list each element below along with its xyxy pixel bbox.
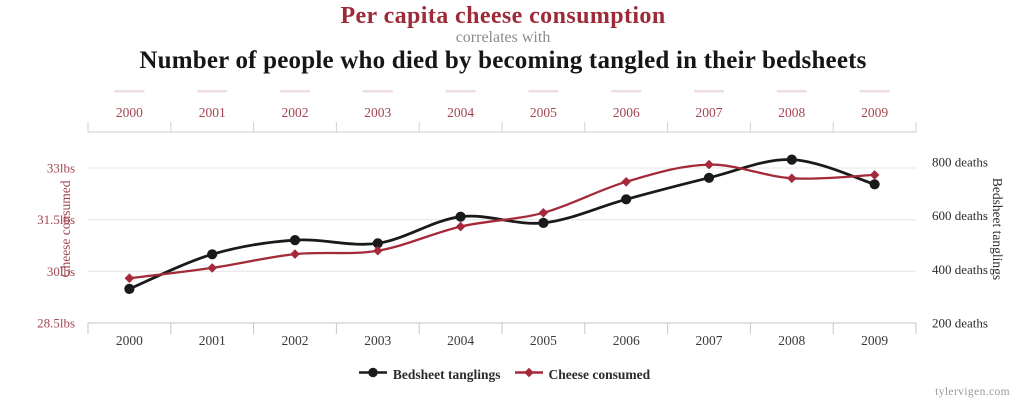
data-point-bedsheet-tanglings xyxy=(869,179,880,190)
top-axis-accent-dash xyxy=(362,90,393,93)
top-axis-accent-dash xyxy=(197,90,228,93)
left-axis-tick-label: 30lbs xyxy=(47,264,75,279)
bottom-axis-year-label: 2005 xyxy=(530,333,557,348)
series-line-bedsheet-tanglings xyxy=(128,158,876,291)
top-axis-year-label: 2003 xyxy=(364,105,391,120)
data-point-bedsheet-tanglings xyxy=(124,283,135,294)
top-axis-accent-dash xyxy=(694,90,724,93)
bottom-axis-year-label: 2009 xyxy=(861,333,888,348)
series-line-cheese-consumed xyxy=(128,163,876,280)
legend-marker-glyph xyxy=(514,367,543,378)
data-point-cheese-consumed xyxy=(207,263,217,273)
top-axis-year-label: 2001 xyxy=(199,105,226,120)
chart-subtitle: Number of people who died by becoming ta… xyxy=(139,47,867,74)
top-axis-accent-dash xyxy=(776,90,807,93)
left-axis-title: Cheese consumed xyxy=(58,180,73,278)
data-point-cheese-consumed xyxy=(290,249,300,259)
top-axis-accent-dash xyxy=(859,90,890,93)
data-point-bedsheet-tanglings xyxy=(372,238,383,249)
chart-legend: Bedsheet tanglings Cheese consumed xyxy=(0,366,1008,383)
legend-label: Bedsheet tanglings xyxy=(392,366,501,382)
legend-marker-glyph xyxy=(358,367,387,378)
top-axis-accent-dash xyxy=(280,90,310,93)
right-axis-title: Bedsheet tanglings xyxy=(990,177,1005,281)
top-axis-year-label: 2006 xyxy=(613,105,640,120)
bottom-axis-year-label: 2008 xyxy=(778,333,805,348)
data-point-cheese-consumed xyxy=(869,170,880,180)
data-point-bedsheet-tanglings xyxy=(207,249,218,260)
data-point-cheese-consumed xyxy=(538,208,549,218)
data-point-cheese-consumed xyxy=(124,273,135,283)
right-axis-tick-label: 600 deaths xyxy=(932,208,988,223)
chart-connector: correlates with xyxy=(455,29,551,46)
data-point-cheese-consumed xyxy=(455,221,466,232)
left-axis-tick-label: 31.5lbs xyxy=(37,212,75,227)
top-axis-year-label: 2009 xyxy=(861,105,888,120)
watermark: tylervigen.com xyxy=(935,386,1010,398)
legend-marker-circle-icon xyxy=(358,366,388,383)
bottom-axis-year-label: 2002 xyxy=(282,333,309,348)
bottom-axis-year-label: 2007 xyxy=(696,333,723,348)
right-axis-tick-label: 200 deaths xyxy=(932,316,988,331)
top-axis-accent-dash xyxy=(445,90,476,93)
chart-header: Per capita cheese consumption correlates… xyxy=(0,0,1006,76)
legend-circle-icon xyxy=(368,367,378,378)
right-axis-tick-label: 800 deaths xyxy=(932,155,988,170)
left-axis-tick-label: 33lbs xyxy=(47,161,75,176)
data-point-bedsheet-tanglings xyxy=(538,217,549,228)
top-axis-year-label: 2007 xyxy=(696,105,723,120)
data-point-cheese-consumed xyxy=(373,245,383,256)
right-axis-tick-label: 400 deaths xyxy=(932,262,988,277)
chart-title: Per capita cheese consumption xyxy=(340,3,666,29)
data-point-bedsheet-tanglings xyxy=(786,154,797,165)
legend-item-bedsheet-tanglings: Bedsheet tanglings xyxy=(358,366,501,383)
left-axis-tick-label: 28.5lbs xyxy=(37,316,75,331)
data-point-bedsheet-tanglings xyxy=(703,172,715,183)
data-point-cheese-consumed xyxy=(704,159,714,170)
legend-item-cheese-consumed: Cheese consumed xyxy=(514,366,651,383)
top-axis-year-label: 2000 xyxy=(116,105,143,120)
top-axis-year-label: 2008 xyxy=(778,105,805,120)
top-axis-year-label: 2005 xyxy=(530,105,557,120)
legend-label: Cheese consumed xyxy=(548,366,651,382)
data-point-cheese-consumed xyxy=(787,173,797,184)
top-axis-year-label: 2004 xyxy=(447,105,474,120)
top-axis-accent-dash xyxy=(114,90,145,93)
top-axis-year-label: 2002 xyxy=(282,105,309,120)
legend-marker-diamond-icon xyxy=(514,366,544,383)
legend-diamond-icon xyxy=(523,367,534,378)
top-axis-accent-dash xyxy=(528,90,559,93)
top-axis-accent-dash xyxy=(611,90,642,93)
data-point-bedsheet-tanglings xyxy=(455,211,466,222)
bottom-axis-year-label: 2004 xyxy=(447,333,474,348)
bottom-axis-year-label: 2001 xyxy=(199,333,226,348)
bottom-axis-year-label: 2006 xyxy=(613,333,640,348)
data-point-bedsheet-tanglings xyxy=(289,235,301,246)
data-point-cheese-consumed xyxy=(621,177,631,187)
bottom-axis-year-label: 2003 xyxy=(364,333,391,348)
data-point-bedsheet-tanglings xyxy=(621,194,632,205)
bottom-axis-year-label: 2000 xyxy=(116,333,143,348)
